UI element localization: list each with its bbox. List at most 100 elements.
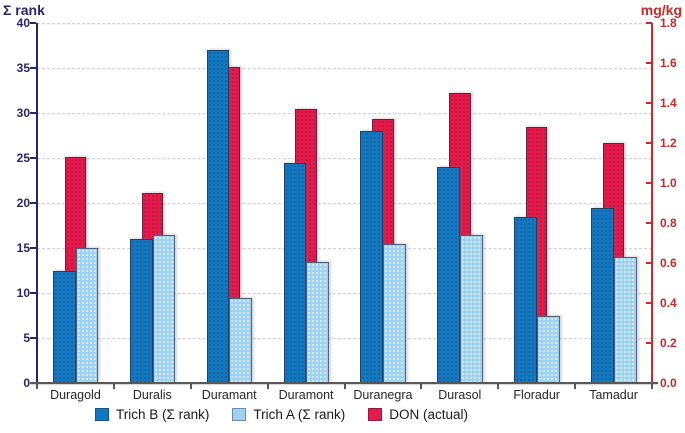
bar-group-duramont: [268, 23, 345, 383]
bar-group-duranegra: [345, 23, 422, 383]
left-axis-tick-10: [30, 292, 36, 294]
left-axis-tick-5: [30, 337, 36, 339]
right-tick-label-0.8: 0.8: [660, 216, 677, 230]
bar-trich-b-duramant: [206, 50, 230, 383]
legend-label-trich-a: Trich A (Σ rank): [253, 407, 346, 422]
right-axis-tick-1.0: [646, 181, 652, 184]
right-axis-title: mg/kg: [640, 2, 682, 18]
left-tick-label-10: 10: [16, 286, 30, 300]
left-tick-label-0: 0: [23, 376, 30, 390]
left-axis-tick-labels: 40 35 30 25 20 15 10 5 0: [0, 17, 30, 389]
bar-group-duragold: [37, 23, 114, 383]
bar-trich-a-duragold: [75, 248, 99, 383]
right-tick-label-0.0: 0.0: [660, 376, 677, 390]
legend-swatch-trich-b: [95, 408, 109, 421]
bottom-axis-tick-0: [36, 384, 38, 389]
left-tick-label-15: 15: [16, 241, 30, 255]
legend-swatch-don: [368, 408, 383, 421]
bar-group-duralis: [114, 23, 191, 383]
right-tick-label-1.4: 1.4: [660, 95, 677, 110]
gridline-30: [37, 113, 652, 114]
right-axis-tick-1.2: [646, 141, 652, 144]
legend-label-don: DON (actual): [389, 407, 468, 422]
left-axis-line: [36, 23, 38, 383]
category-label-duranegra: Duranegra: [353, 388, 413, 402]
bar-trich-a-floradur: [536, 315, 560, 383]
bar-trich-a-duramant: [229, 297, 253, 383]
left-axis-tick-35: [30, 67, 36, 69]
bottom-axis-tick-7: [574, 384, 577, 389]
gridline-25: [37, 158, 652, 159]
right-tick-label-1.6: 1.6: [660, 55, 677, 70]
left-tick-label-5: 5: [23, 331, 30, 345]
right-axis-tick-1.6: [646, 61, 652, 64]
bottom-axis-tick-8: [651, 384, 653, 389]
gridline-40: [37, 23, 652, 24]
bar-trich-b-tamadur: [591, 207, 614, 383]
bottom-axis-tick-5: [420, 384, 423, 389]
category-label-durasol: Durasol: [438, 388, 482, 402]
legend: Trich B (Σ rank) Trich A (Σ rank) DON (act…: [95, 407, 468, 422]
legend-item-don: DON (actual): [368, 407, 468, 422]
bar-trich-b-floradur: [514, 216, 537, 383]
right-axis-line: [651, 23, 653, 383]
left-axis-title: Σ rank: [3, 2, 45, 18]
bar-trich-a-tamadur: [613, 257, 637, 383]
gridline-20: [37, 203, 652, 204]
left-tick-label-40: 40: [16, 16, 30, 30]
bar-trich-b-duragold: [52, 270, 76, 383]
gridline-10: [37, 293, 652, 294]
category-label-duramont: Duramont: [278, 388, 334, 402]
legend-swatch-trich-a: [232, 408, 247, 421]
bar-trich-a-duramont: [306, 261, 330, 383]
category-label-tamadur: Tamadur: [589, 388, 638, 402]
bar-trich-a-durasol: [460, 234, 483, 383]
category-label-duragold: Duragold: [50, 388, 101, 402]
left-tick-label-35: 35: [16, 61, 30, 75]
bottom-axis-tick-4: [343, 384, 346, 389]
category-label-duramant: Duramant: [201, 388, 257, 402]
bottom-axis-line: [30, 382, 658, 384]
left-tick-label-25: 25: [16, 151, 30, 165]
bar-group-durasol: [421, 23, 498, 383]
right-tick-label-1.2: 1.2: [660, 136, 677, 150]
bottom-axis-tick-2: [189, 384, 192, 389]
bar-trich-b-durasol: [437, 167, 461, 383]
right-axis-tick-1.4: [646, 101, 652, 104]
right-tick-label-0.4: 0.4: [660, 296, 677, 310]
bar-trich-a-duranegra: [383, 243, 406, 383]
category-label-duralis: Duralis: [132, 388, 172, 402]
left-axis-tick-20: [30, 202, 36, 204]
right-axis-tick-0.4: [646, 302, 652, 304]
gridline-5: [37, 338, 652, 339]
gridline-35: [37, 68, 652, 69]
legend-item-trich-b: Trich B (Σ rank): [95, 407, 209, 422]
left-axis-tick-15: [30, 247, 36, 249]
left-tick-label-20: 20: [16, 196, 30, 210]
bottom-axis-tick-3: [266, 384, 269, 389]
right-axis-tick-labels: 1.8 1.6 1.4 1.2 1.0 0.8 0.6 0.4 0.2 0.0: [660, 17, 685, 389]
gridline-15: [37, 248, 652, 249]
right-tick-label-0.6: 0.6: [660, 256, 677, 270]
category-label-floradur: Floradur: [513, 388, 560, 402]
plot-area: [30, 22, 658, 389]
legend-item-trich-a: Trich A (Σ rank): [232, 407, 345, 422]
bar-trich-a-duralis: [152, 234, 176, 383]
left-tick-label-30: 30: [16, 106, 30, 120]
bar-group-duramant: [191, 23, 268, 383]
right-axis-tick-0.8: [646, 222, 652, 224]
right-axis-tick-0.6: [646, 261, 652, 264]
left-axis-tick-40: [30, 22, 36, 24]
right-tick-label-1.0: 1.0: [660, 175, 677, 190]
left-axis-tick-25: [30, 157, 36, 159]
right-tick-label-1.8: 1.8: [660, 16, 677, 30]
bar-trich-b-duranegra: [360, 131, 384, 383]
bar-group-tamadur: [575, 23, 652, 383]
bar-group-floradur: [498, 23, 575, 383]
category-axis-labels: Duragold Duralis Duramant Duramont Duranegra…: [37, 388, 652, 402]
right-axis-tick-0.2: [646, 341, 652, 344]
legend-label-trich-b: Trich B (Σ rank): [116, 407, 210, 422]
right-axis-tick-1.8: [646, 22, 652, 24]
right-tick-label-0.2: 0.2: [660, 335, 677, 350]
